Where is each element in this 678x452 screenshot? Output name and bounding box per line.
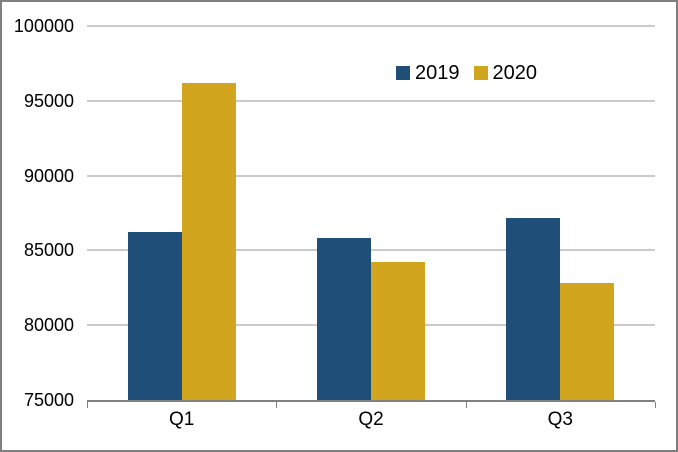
x-axis-tick (276, 402, 278, 408)
bar-groups (87, 26, 655, 400)
legend-label: 2020 (492, 62, 538, 84)
gridline (87, 100, 655, 102)
gridline (87, 249, 655, 251)
bar-group-q1 (87, 26, 276, 400)
y-axis-tick-label: 90000 (23, 165, 74, 186)
x-axis-tick (87, 402, 88, 408)
y-axis-tick-label: 75000 (23, 390, 74, 410)
gridline (87, 175, 655, 177)
legend: 2019 2020 (396, 62, 537, 84)
x-axis-labels: Q1 Q2 Q3 (87, 409, 655, 431)
y-axis-tick-label: 85000 (23, 240, 74, 261)
x-axis-ticks (87, 26, 656, 408)
legend-item-2019: 2019 (396, 62, 460, 84)
x-axis-category-label: Q1 (168, 409, 195, 430)
bar-group-q2 (276, 26, 465, 400)
x-axis-category-label: Q2 (358, 409, 384, 430)
x-axis-tick (465, 402, 467, 408)
bar-2019-q3 (506, 217, 561, 400)
legend-swatch-2019 (396, 66, 410, 80)
bar-2019-q1 (127, 232, 182, 400)
plot-area (87, 25, 656, 408)
bar-2020-q1 (181, 82, 236, 400)
bar-2020-q2 (370, 262, 425, 400)
y-axis-tick-label: 100000 (13, 16, 74, 36)
gridline (87, 25, 655, 27)
bar-2020-q3 (560, 283, 615, 400)
bar-2019-q2 (316, 238, 371, 400)
y-axis-tick-label: 95000 (23, 90, 74, 111)
legend-label: 2019 (415, 62, 460, 84)
y-axis-tick-label: 80000 (23, 315, 74, 336)
x-axis-category-label: Q3 (547, 409, 573, 430)
legend-swatch-2020 (473, 66, 488, 80)
x-axis-tick (655, 402, 656, 408)
bar-group-q3 (466, 26, 655, 400)
legend-item-2020: 2020 (473, 62, 538, 84)
